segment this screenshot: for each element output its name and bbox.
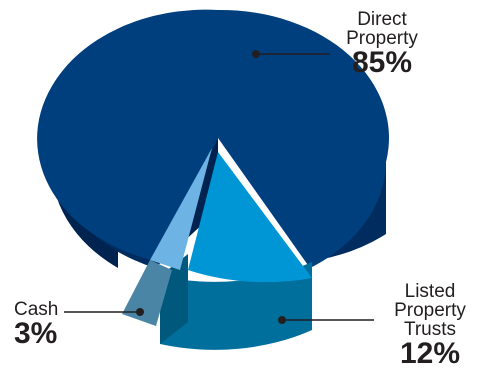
slice-listed-property-trusts-top: [188, 152, 312, 283]
slice-listed-property-trusts-side: [160, 262, 312, 350]
label-direct-property: Direct Property 85%: [336, 10, 428, 78]
slice-direct-property-top: [37, 9, 389, 269]
slice-cash-top: [150, 148, 212, 270]
label-listed-property-trusts-line-3: Trusts: [403, 319, 457, 340]
leader-line-cash: [64, 308, 144, 316]
label-cash: Cash 3%: [14, 300, 58, 349]
label-listed-property-trusts: Listed Property Trusts 12%: [380, 282, 480, 369]
label-listed-property-trusts-percent: 12%: [399, 337, 461, 370]
label-cash-percent: 3%: [14, 317, 58, 350]
label-cash-line-1: Cash: [14, 299, 59, 320]
leader-line-listed-property-trusts: [278, 316, 374, 324]
label-listed-property-trusts-line-1: Listed: [404, 281, 456, 302]
slice-cash: [122, 148, 212, 326]
label-direct-property-line-2: Property: [346, 28, 418, 49]
label-listed-property-trusts-line-2: Property: [394, 300, 466, 321]
slice-listed-property-trusts: [160, 152, 312, 350]
label-direct-property-line-1: Direct: [357, 9, 407, 30]
label-direct-property-percent: 85%: [351, 46, 413, 79]
slice-cash-side: [122, 260, 172, 326]
leader-line-direct-property: [252, 50, 330, 58]
